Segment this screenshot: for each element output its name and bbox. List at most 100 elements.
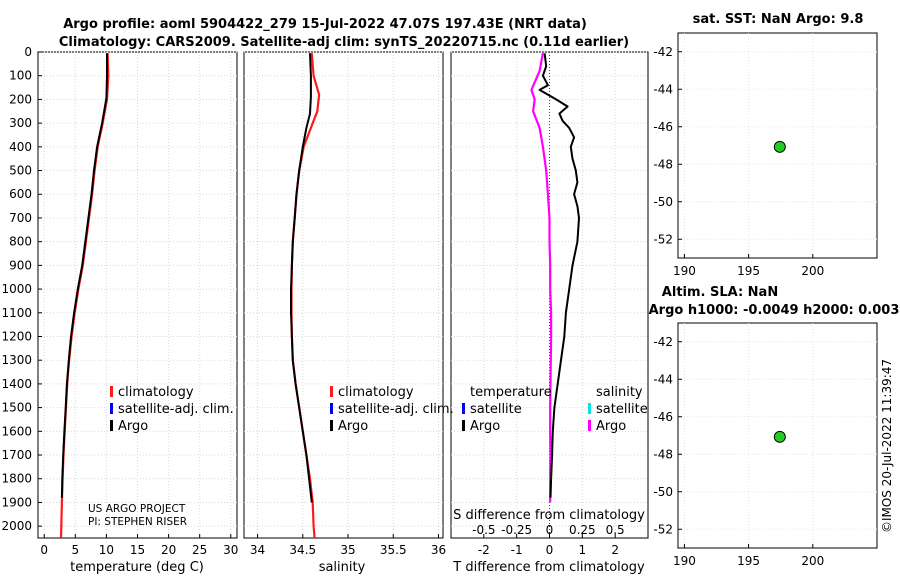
argo-location-marker bbox=[773, 430, 786, 443]
figure-title-line-1: Argo profile: aoml 5904422_279 15-Jul-20… bbox=[63, 17, 587, 32]
pi-label: PI: STEPHEN RISER bbox=[88, 516, 187, 528]
salinity-series bbox=[290, 53, 321, 539]
y-tick-label: -50 bbox=[653, 485, 673, 499]
legend-label-s-satellite: satellite bbox=[596, 402, 648, 417]
series-line-salinity-argo-clim bbox=[530, 52, 553, 503]
figure-title-line-2: Climatology: CARS2009. Satellite-adj cli… bbox=[59, 35, 629, 50]
x-tick-label: 195 bbox=[737, 264, 760, 278]
sst-map-grid bbox=[678, 33, 877, 258]
legend-label-satellite: satellite-adj. clim. bbox=[338, 402, 454, 417]
x-tick-label: -2 bbox=[478, 543, 490, 557]
x-tick-label: 25 bbox=[192, 543, 207, 557]
salinity-ticks: 34 34.5 35 35.5 36 bbox=[250, 534, 446, 557]
sst-map-ticks: 190 195 200 -42 -44 -46 -48 -50 -52 bbox=[653, 45, 824, 278]
difference-panel: -2 -1 0 1 2 -0.5 -0.25 0 0.25 0.5 S difference f… bbox=[450, 51, 649, 575]
difference-legend: temperature satellite Argo salinity sate… bbox=[462, 385, 648, 434]
temperature-panel: 0 5 10 15 20 25 300100200300400500600700800900… bbox=[1, 45, 238, 575]
legend-swatch-argo bbox=[330, 420, 333, 431]
x-tick-label: 20 bbox=[161, 543, 176, 557]
y-tick-label: 700 bbox=[9, 211, 32, 225]
legend-label-t-satellite: satellite bbox=[470, 402, 522, 417]
x-tick-label: 15 bbox=[130, 543, 145, 557]
sla-map-panel: Altim. SLA: NaN Argo h1000: -0.0049 h200… bbox=[649, 285, 900, 568]
sla-map-title-line-1: Altim. SLA: NaN bbox=[662, 285, 778, 300]
y-tick-label: -48 bbox=[653, 447, 673, 461]
legend-label-t-argo: Argo bbox=[470, 419, 500, 434]
legend-label-satellite: satellite-adj. clim. bbox=[118, 402, 234, 417]
y-tick-label: -42 bbox=[653, 45, 673, 59]
s-tick-label: 0 bbox=[546, 523, 554, 537]
x-tick-label: 0 bbox=[546, 543, 554, 557]
sst-map-frame bbox=[677, 32, 878, 259]
x-tick-label: 2 bbox=[611, 543, 619, 557]
y-tick-label: 1700 bbox=[1, 448, 32, 462]
series-line-argo bbox=[60, 53, 108, 498]
sst-map-panel: sat. SST: NaN Argo: 9.8 190 195 200 -42 -44 -… bbox=[653, 12, 878, 278]
legend-swatch-climatology bbox=[330, 386, 333, 397]
x-tick-label: 35 bbox=[340, 543, 355, 557]
s-tick-label: 0.25 bbox=[569, 523, 596, 537]
salinity-grid bbox=[244, 51, 443, 538]
y-tick-label: -44 bbox=[653, 82, 673, 96]
argo-location-marker bbox=[773, 140, 786, 153]
y-tick-label: 1200 bbox=[1, 329, 32, 343]
imos-watermark: ©IMOS 20-Jul-2022 11:39:47 bbox=[880, 359, 894, 533]
y-tick-label: 600 bbox=[9, 187, 32, 201]
temperature-series bbox=[59, 53, 110, 539]
y-tick-label: 0 bbox=[24, 45, 32, 59]
x-tick-label: 1 bbox=[579, 543, 587, 557]
y-tick-label: -42 bbox=[653, 335, 673, 349]
y-tick-label: 1800 bbox=[1, 472, 32, 486]
legend-label-climatology: climatology bbox=[338, 385, 414, 400]
salinity-panel: 34 34.5 35 35.5 36 salinity climatology sate… bbox=[243, 51, 454, 575]
legend-label-argo: Argo bbox=[338, 419, 368, 434]
x-tick-label: 35.5 bbox=[380, 543, 407, 557]
salinity-axes-frame bbox=[243, 51, 444, 539]
temperature-ticks: 0 5 10 15 20 25 300100200300400500600700800900… bbox=[1, 45, 238, 557]
y-tick-label: -46 bbox=[653, 120, 673, 134]
y-tick-label: -52 bbox=[653, 522, 673, 536]
x-tick-label: 36 bbox=[431, 543, 446, 557]
y-tick-label: 200 bbox=[9, 92, 32, 106]
sla-map-frame bbox=[677, 322, 878, 549]
legend-swatch-t-argo bbox=[462, 420, 465, 431]
sla-map-grid bbox=[678, 323, 877, 548]
series-line-climatology bbox=[290, 53, 321, 539]
x-tick-label: 190 bbox=[673, 264, 696, 278]
y-tick-label: -44 bbox=[653, 372, 673, 386]
sst-map-title: sat. SST: NaN Argo: 9.8 bbox=[693, 12, 864, 27]
salinity-xlabel: salinity bbox=[319, 560, 366, 575]
x-tick-label: 34.5 bbox=[289, 543, 316, 557]
x-tick-label: 195 bbox=[737, 554, 760, 568]
legend-title-temperature: temperature bbox=[470, 385, 552, 400]
temperature-xlabel: temperature (deg C) bbox=[70, 560, 204, 575]
y-tick-label: 1000 bbox=[1, 282, 32, 296]
sla-map-ticks: 190 195 200 -42 -44 -46 -48 -50 -52 bbox=[653, 335, 824, 568]
salinity-difference-ticks: -0.5 -0.25 0 0.25 0.5 bbox=[472, 523, 625, 537]
salinity-difference-xlabel: S difference from climatology bbox=[453, 508, 645, 523]
difference-series bbox=[530, 52, 580, 503]
x-tick-label: 200 bbox=[801, 554, 824, 568]
y-tick-label: 500 bbox=[9, 164, 32, 178]
s-tick-label: 0.5 bbox=[606, 523, 625, 537]
legend-label-s-argo: Argo bbox=[596, 419, 626, 434]
y-tick-label: 100 bbox=[9, 69, 32, 83]
y-tick-label: 400 bbox=[9, 140, 32, 154]
y-tick-label: -48 bbox=[653, 157, 673, 171]
temperature-grid bbox=[38, 51, 237, 538]
s-tick-label: -0.25 bbox=[501, 523, 532, 537]
series-line-argo bbox=[290, 53, 313, 503]
legend-title-salinity: salinity bbox=[596, 385, 643, 400]
series-line-temperature-argo-clim bbox=[538, 53, 580, 498]
y-tick-label: 1500 bbox=[1, 401, 32, 415]
legend-swatch-s-argo bbox=[588, 420, 591, 431]
s-tick-label: -0.5 bbox=[472, 523, 495, 537]
x-tick-label: 5 bbox=[71, 543, 79, 557]
difference-ticks: -2 -1 0 1 2 bbox=[478, 534, 619, 557]
y-tick-label: 1900 bbox=[1, 495, 32, 509]
y-tick-label: 1300 bbox=[1, 353, 32, 367]
sla-map-title-line-2: Argo h1000: -0.0049 h2000: 0.003 bbox=[649, 303, 900, 318]
y-tick-label: 800 bbox=[9, 235, 32, 249]
legend-swatch-climatology bbox=[110, 386, 113, 397]
